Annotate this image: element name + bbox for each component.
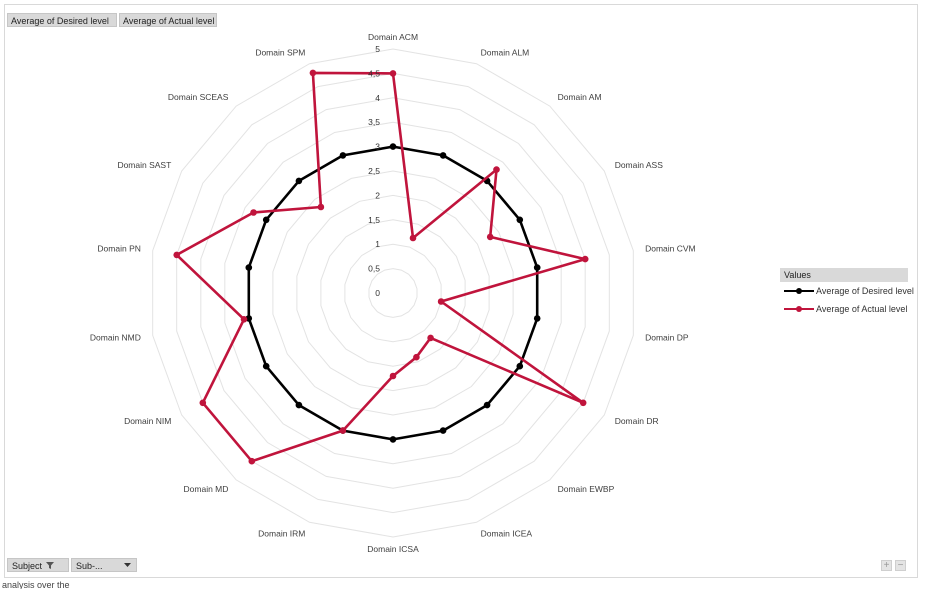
- chevron-down-icon: [124, 559, 131, 575]
- tick-label: 2,5: [368, 166, 380, 176]
- data-point-actual: [579, 399, 587, 407]
- sub-filter-button[interactable]: Sub-...: [71, 558, 137, 572]
- radar-series: [173, 69, 589, 465]
- radar-labels: 0 0,5 1 1,5 2 2,5 3 3,5 4 4,5 5 Domain ACM Domain AL…: [90, 32, 696, 554]
- data-point-desired: [339, 152, 347, 159]
- legend-swatch-desired: [784, 288, 814, 294]
- data-point-desired: [262, 216, 270, 224]
- data-point-actual: [317, 203, 325, 211]
- category-label: Domain EWBP: [558, 484, 615, 494]
- data-point-actual: [250, 209, 257, 216]
- data-point-desired: [439, 427, 447, 434]
- data-point-desired: [245, 264, 253, 271]
- category-label: Domain ALM: [481, 47, 530, 57]
- data-point-actual: [389, 70, 397, 77]
- category-label: Domain DP: [645, 333, 689, 343]
- zoom-out-button[interactable]: −: [895, 560, 906, 571]
- tick-label: 1: [375, 239, 380, 249]
- data-point-actual: [240, 316, 248, 323]
- data-point-actual: [199, 399, 207, 407]
- category-label: Domain PN: [97, 244, 140, 254]
- tick-label: 5: [375, 44, 380, 54]
- tick-label: 0: [375, 288, 380, 298]
- grid-ring: [224, 121, 562, 465]
- tick-label: 3,5: [368, 117, 380, 127]
- radar-grid: [152, 48, 634, 538]
- category-label: Domain NIM: [124, 416, 171, 426]
- category-label: Domain SCEAS: [168, 92, 229, 102]
- filter-icon: [45, 561, 55, 571]
- grid-ring: [368, 268, 418, 318]
- data-point-desired: [439, 152, 447, 159]
- category-label: Domain DR: [615, 416, 659, 426]
- data-point-actual: [581, 255, 589, 263]
- category-label: Domain IRM: [258, 529, 305, 539]
- legend-label-desired: Average of Desired level: [816, 286, 914, 296]
- category-label: Domain ASS: [615, 160, 664, 170]
- data-point-actual: [173, 251, 180, 259]
- legend: Values Average of Desired level Average …: [780, 268, 914, 318]
- category-label: Domain ACM: [368, 32, 418, 42]
- grid-ring: [320, 219, 466, 367]
- category-label: Domain SPM: [255, 47, 305, 57]
- tick-label: 0,5: [368, 264, 380, 274]
- tick-label: 3: [375, 142, 380, 152]
- data-point-desired: [516, 362, 524, 370]
- legend-title: Values: [780, 268, 908, 282]
- footer-text: analysis over the: [2, 580, 70, 589]
- legend-swatch-actual: [784, 306, 814, 312]
- grid-ring: [152, 48, 634, 538]
- tick-label: 4,5: [368, 68, 380, 78]
- data-point-desired: [295, 401, 303, 409]
- grid-ring: [272, 170, 514, 416]
- data-point-actual: [413, 353, 420, 361]
- data-point-desired: [516, 216, 524, 224]
- data-point-actual: [409, 234, 417, 242]
- category-label: Domain NMD: [90, 333, 141, 343]
- category-label: Domain AM: [558, 92, 602, 102]
- grid-ring: [296, 194, 490, 392]
- category-label: Domain CVM: [645, 244, 696, 254]
- data-point-actual: [437, 298, 445, 305]
- legend-label-actual: Average of Actual level: [816, 304, 908, 314]
- series-line-actual: [175, 71, 587, 463]
- data-point-desired: [295, 177, 303, 185]
- grid-ring: [200, 97, 586, 489]
- data-point-actual: [486, 233, 494, 241]
- data-point-actual: [248, 457, 256, 465]
- subject-label: Subject: [12, 561, 43, 571]
- subject-filter-button[interactable]: Subject: [7, 558, 69, 572]
- data-point-actual: [309, 69, 317, 77]
- data-point-desired: [389, 436, 397, 443]
- data-point-actual: [493, 166, 500, 173]
- category-label: Domain MD: [184, 484, 229, 494]
- legend-item-actual: Average of Actual level: [780, 300, 908, 318]
- legend-item-desired: Average of Desired level: [780, 282, 914, 300]
- category-label: Domain SAST: [117, 160, 171, 170]
- grid-ring: [176, 72, 610, 514]
- data-point-actual: [389, 372, 397, 380]
- category-label: Domain ICEA: [481, 529, 533, 539]
- tick-label: 1,5: [368, 215, 380, 225]
- field-button-actual[interactable]: Average of Actual level: [119, 13, 217, 27]
- data-point-actual: [339, 427, 347, 434]
- sub-label: Sub-...: [76, 561, 103, 571]
- grid-ring: [344, 243, 442, 343]
- tick-label: 4: [375, 93, 380, 103]
- data-point-actual: [427, 334, 434, 342]
- data-point-desired: [533, 264, 541, 271]
- data-point-desired: [389, 143, 397, 150]
- chart-area: [4, 4, 918, 578]
- data-point-desired: [262, 362, 270, 370]
- data-point-desired: [483, 401, 491, 409]
- category-label: Domain ICSA: [367, 544, 419, 554]
- zoom-in-button[interactable]: +: [881, 560, 892, 571]
- field-button-desired[interactable]: Average of Desired level: [7, 13, 117, 27]
- tick-label: 2: [375, 190, 380, 200]
- data-point-desired: [533, 315, 541, 322]
